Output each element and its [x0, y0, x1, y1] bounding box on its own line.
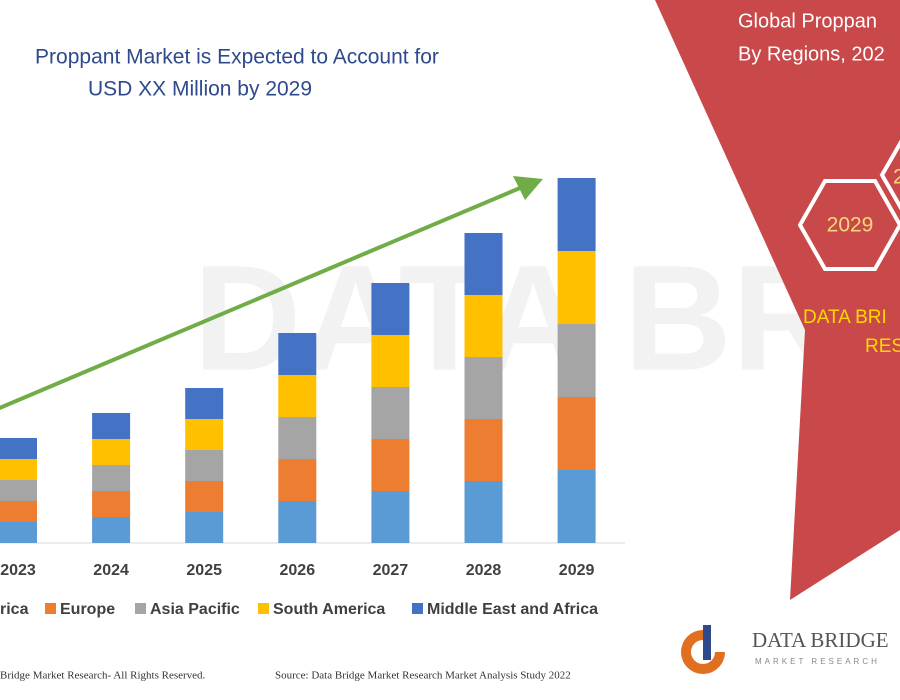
bar-segment	[92, 465, 131, 491]
bar-segment	[371, 335, 410, 387]
legend-marker	[412, 603, 423, 614]
bar-segment	[0, 522, 37, 543]
footer-left: Bridge Market Research- All Rights Reser…	[0, 670, 206, 682]
bar-segment	[371, 387, 410, 439]
legend-marker	[135, 603, 146, 614]
legend-marker	[258, 603, 269, 614]
bar-segment	[371, 491, 410, 543]
bar-segment	[464, 419, 503, 481]
side-brand: RES	[865, 336, 900, 357]
hexagon-label: 2029	[827, 214, 874, 237]
x-tick-label: 2023	[0, 562, 36, 579]
logo-name: DATA BRIDGE	[752, 628, 889, 652]
bar-segment	[557, 324, 596, 397]
bar-segment	[557, 178, 596, 251]
bar-segment	[371, 283, 410, 335]
bar-segment	[185, 388, 224, 419]
bar-segment	[92, 413, 131, 439]
side-brand: DATA BRI	[803, 307, 887, 328]
bar-segment	[464, 481, 503, 543]
bar-segment	[185, 481, 224, 512]
bar-segment	[0, 459, 37, 480]
hexagon-label: 2	[893, 166, 900, 189]
bar-segment	[92, 517, 131, 543]
bar-segment	[464, 357, 503, 419]
bar-segment	[464, 233, 503, 295]
footer-right: Source: Data Bridge Market Research Mark…	[275, 670, 571, 682]
hexagon	[797, 179, 900, 271]
bar-segment	[0, 501, 37, 522]
legend-label: Asia Pacific	[150, 601, 240, 618]
x-tick-label: 2027	[373, 562, 409, 579]
legend-marker	[45, 603, 56, 614]
bar-segment	[557, 397, 596, 470]
bar-segment	[278, 501, 317, 543]
side-title: By Regions, 202	[738, 43, 885, 65]
logo-icon	[703, 625, 711, 660]
bar-segment	[371, 439, 410, 491]
bar-segment	[464, 295, 503, 357]
x-tick-label: 2028	[466, 562, 502, 579]
logo-tagline: MARKET RESEARCH	[755, 657, 880, 666]
legend-label: Europe	[60, 601, 115, 618]
bar-segment	[185, 512, 224, 543]
bar-segment	[278, 333, 317, 375]
bar-segment	[0, 438, 37, 459]
bar-segment	[278, 459, 317, 501]
chart-title: Proppant Market is Expected to Account f…	[35, 46, 439, 69]
chart-title: USD XX Million by 2029	[88, 78, 312, 101]
bar-segment	[92, 491, 131, 517]
x-tick-label: 2024	[93, 562, 129, 579]
bar-segment	[185, 419, 224, 450]
bar-segment	[278, 417, 317, 459]
trend-arrow	[0, 186, 521, 410]
side-panel-bg	[655, 0, 900, 600]
bar-segment	[278, 375, 317, 417]
legend-label: Middle East and Africa	[427, 601, 598, 618]
bar-segment	[557, 251, 596, 324]
trend-arrow-head	[513, 176, 543, 200]
bar-segment	[557, 470, 596, 543]
legend-label: South America	[273, 601, 385, 618]
bar-segment	[185, 450, 224, 481]
logo-icon	[681, 630, 725, 674]
x-tick-label: 2025	[186, 562, 222, 579]
x-tick-label: 2029	[559, 562, 595, 579]
side-title: Global Proppan	[738, 10, 877, 32]
bar-segment	[92, 439, 131, 465]
bar-segment	[0, 480, 37, 501]
x-tick-label: 2026	[280, 562, 316, 579]
legend-label: rica	[0, 601, 29, 618]
